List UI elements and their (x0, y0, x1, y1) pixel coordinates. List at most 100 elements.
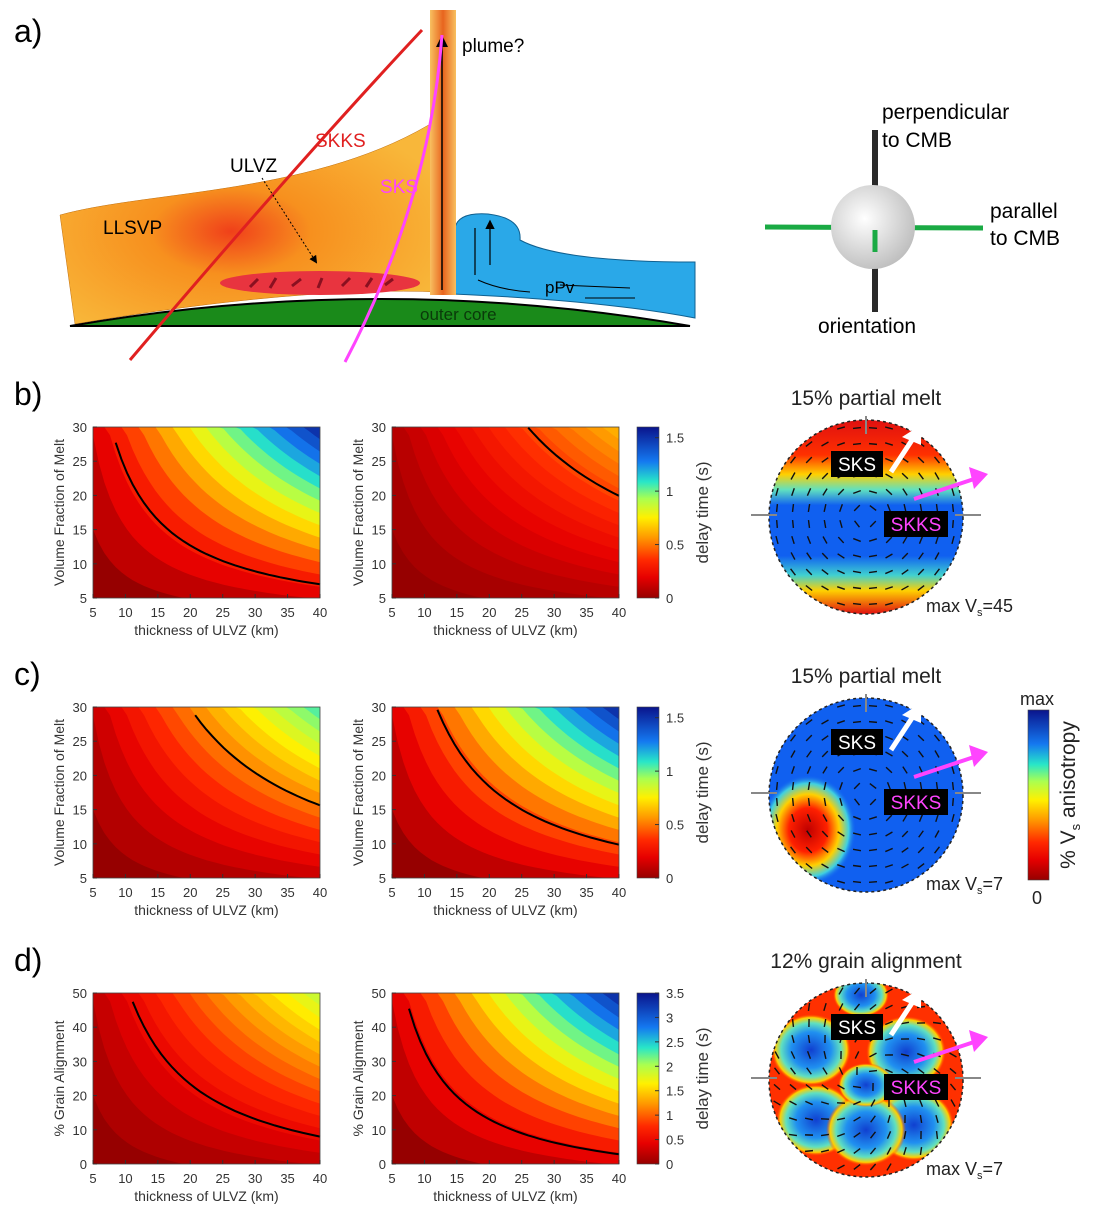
fast-axis-tick (869, 504, 877, 512)
max-label: max Vs=7 (926, 1159, 1003, 1182)
fast-axis-tick (821, 472, 829, 480)
fast-axis-tick (791, 503, 795, 513)
fast-axis-tick (805, 440, 813, 448)
flow-arrows (474, 222, 490, 275)
fast-axis-tick (807, 503, 811, 513)
anisotropy-sphere: 12% grain alignment SKS SKKS max Vs=7 (751, 950, 1003, 1182)
sks-arrowhead (902, 425, 921, 445)
colorbar-label-part: % V (1057, 830, 1080, 869)
fast-axis-tick (804, 1149, 814, 1153)
x-axis-label: thickness of ULVZ (km) (433, 622, 577, 638)
colorbar-tick-label: 1.5 (666, 711, 684, 726)
skks-arrow (913, 755, 975, 779)
y-tick-label: 0 (80, 1157, 87, 1172)
x-tick-label: 30 (547, 1171, 561, 1186)
fast-axis-tick (902, 488, 908, 496)
fast-axis-tick (919, 1114, 923, 1124)
y-tick-label: 10 (372, 1123, 386, 1138)
contour-band (93, 707, 320, 732)
x-axis-label: thickness of ULVZ (km) (134, 902, 278, 918)
max-label: max Vs=7 (926, 874, 1003, 897)
fast-axis-tick (918, 536, 924, 544)
y-axis-label: Volume Fraction of Melt (350, 439, 366, 586)
colorbar-label: delay time (s) (693, 741, 712, 843)
fast-axis-tick (887, 1114, 891, 1124)
max-label-subscript: s (977, 607, 983, 619)
fast-axis-tick (901, 847, 909, 853)
fast-axis-tick (901, 585, 909, 591)
x-axis-label: thickness of ULVZ (km) (433, 902, 577, 918)
contour-band (392, 707, 619, 769)
fast-axis-tick (822, 814, 828, 822)
fast-axis-tick (933, 456, 941, 464)
sks-label: SKS (838, 1018, 876, 1039)
x-tick-label: 15 (151, 1171, 165, 1186)
fast-axis-tick (837, 1164, 845, 1170)
fast-axis-tick (868, 768, 878, 772)
fast-axis-tick (852, 832, 862, 836)
fast-axis-tick (918, 472, 924, 480)
x-tick-label: 35 (280, 1171, 294, 1186)
contour-line (114, 442, 321, 586)
panel-label: a) (14, 13, 42, 49)
ulvz-pointer (261, 177, 318, 264)
x-tick-label: 40 (612, 1171, 626, 1186)
fast-axis-tick (791, 797, 795, 807)
colorbar-tick-label: 1.5 (666, 431, 684, 446)
colorbar-tick-label: 1 (666, 764, 673, 779)
y-tick-label: 5 (379, 591, 386, 606)
colorbar: 0 0.5 1 1.5 2 2.5 3 3.5 delay time (s) (636, 986, 712, 1172)
fast-axis-tick (790, 830, 796, 838)
colorbar-tick-label: 0 (666, 871, 673, 886)
fast-axis-tick (853, 798, 861, 806)
max-label-part: =45 (983, 596, 1014, 616)
fast-axis-tick (933, 568, 941, 576)
fast-axis-tick (868, 848, 878, 852)
x-tick-label: 15 (450, 1171, 464, 1186)
panel-label: d) (14, 942, 42, 978)
y-tick-label: 20 (372, 768, 386, 783)
y-tick-label: 40 (73, 1020, 87, 1035)
colorbar-label-subscript: s (1068, 823, 1083, 830)
fast-axis-tick (885, 536, 893, 544)
label: SKKS (315, 131, 366, 152)
fast-axis-tick (836, 586, 846, 590)
fast-axis-tick (789, 734, 797, 742)
fast-axis-tick (934, 472, 940, 480)
fast-axis-tick (884, 704, 894, 708)
fast-axis-tick (884, 720, 894, 724)
x-tick-label: 40 (612, 605, 626, 620)
fast-axis-tick (868, 490, 878, 494)
fast-axis-tick (868, 602, 878, 606)
fast-axis-tick (869, 520, 877, 528)
sks-arrowhead (902, 703, 921, 723)
fast-axis-tick (932, 1021, 942, 1025)
max-label-part: =7 (983, 1159, 1004, 1179)
y-axis-label: Volume Fraction of Melt (350, 719, 366, 866)
fast-axis-tick (935, 813, 939, 823)
skks-arrow (913, 1040, 975, 1064)
fast-axis-tick (868, 704, 878, 708)
sks-label: SKS (838, 733, 876, 754)
fast-axis-tick (820, 1101, 830, 1105)
fast-axis-tick (918, 1099, 924, 1107)
label: outer core (420, 305, 497, 324)
skks-label: SKKS (891, 515, 942, 536)
fast-axis-tick (903, 1098, 907, 1108)
x-tick-label: 10 (118, 885, 132, 900)
fast-axis-tick (885, 831, 893, 837)
fast-axis-tick (837, 569, 845, 575)
anisotropy-colorbar: max 0 % Vs anisotropy (1020, 689, 1083, 908)
fast-axis-tick (790, 552, 796, 560)
contour-band (93, 993, 320, 1055)
fast-axis-tick (806, 552, 812, 560)
fast-axis-tick (949, 1083, 957, 1091)
fast-axis-tick (868, 720, 878, 724)
x-tick-label: 5 (89, 1171, 96, 1186)
fast-axis-tick (805, 1083, 813, 1091)
x-tick-label: 30 (547, 605, 561, 620)
skks-label: SKKS (891, 793, 942, 814)
fast-axis-tick (836, 602, 846, 606)
fast-axis-tick (903, 781, 907, 791)
fast-axis-tick (885, 1068, 893, 1074)
